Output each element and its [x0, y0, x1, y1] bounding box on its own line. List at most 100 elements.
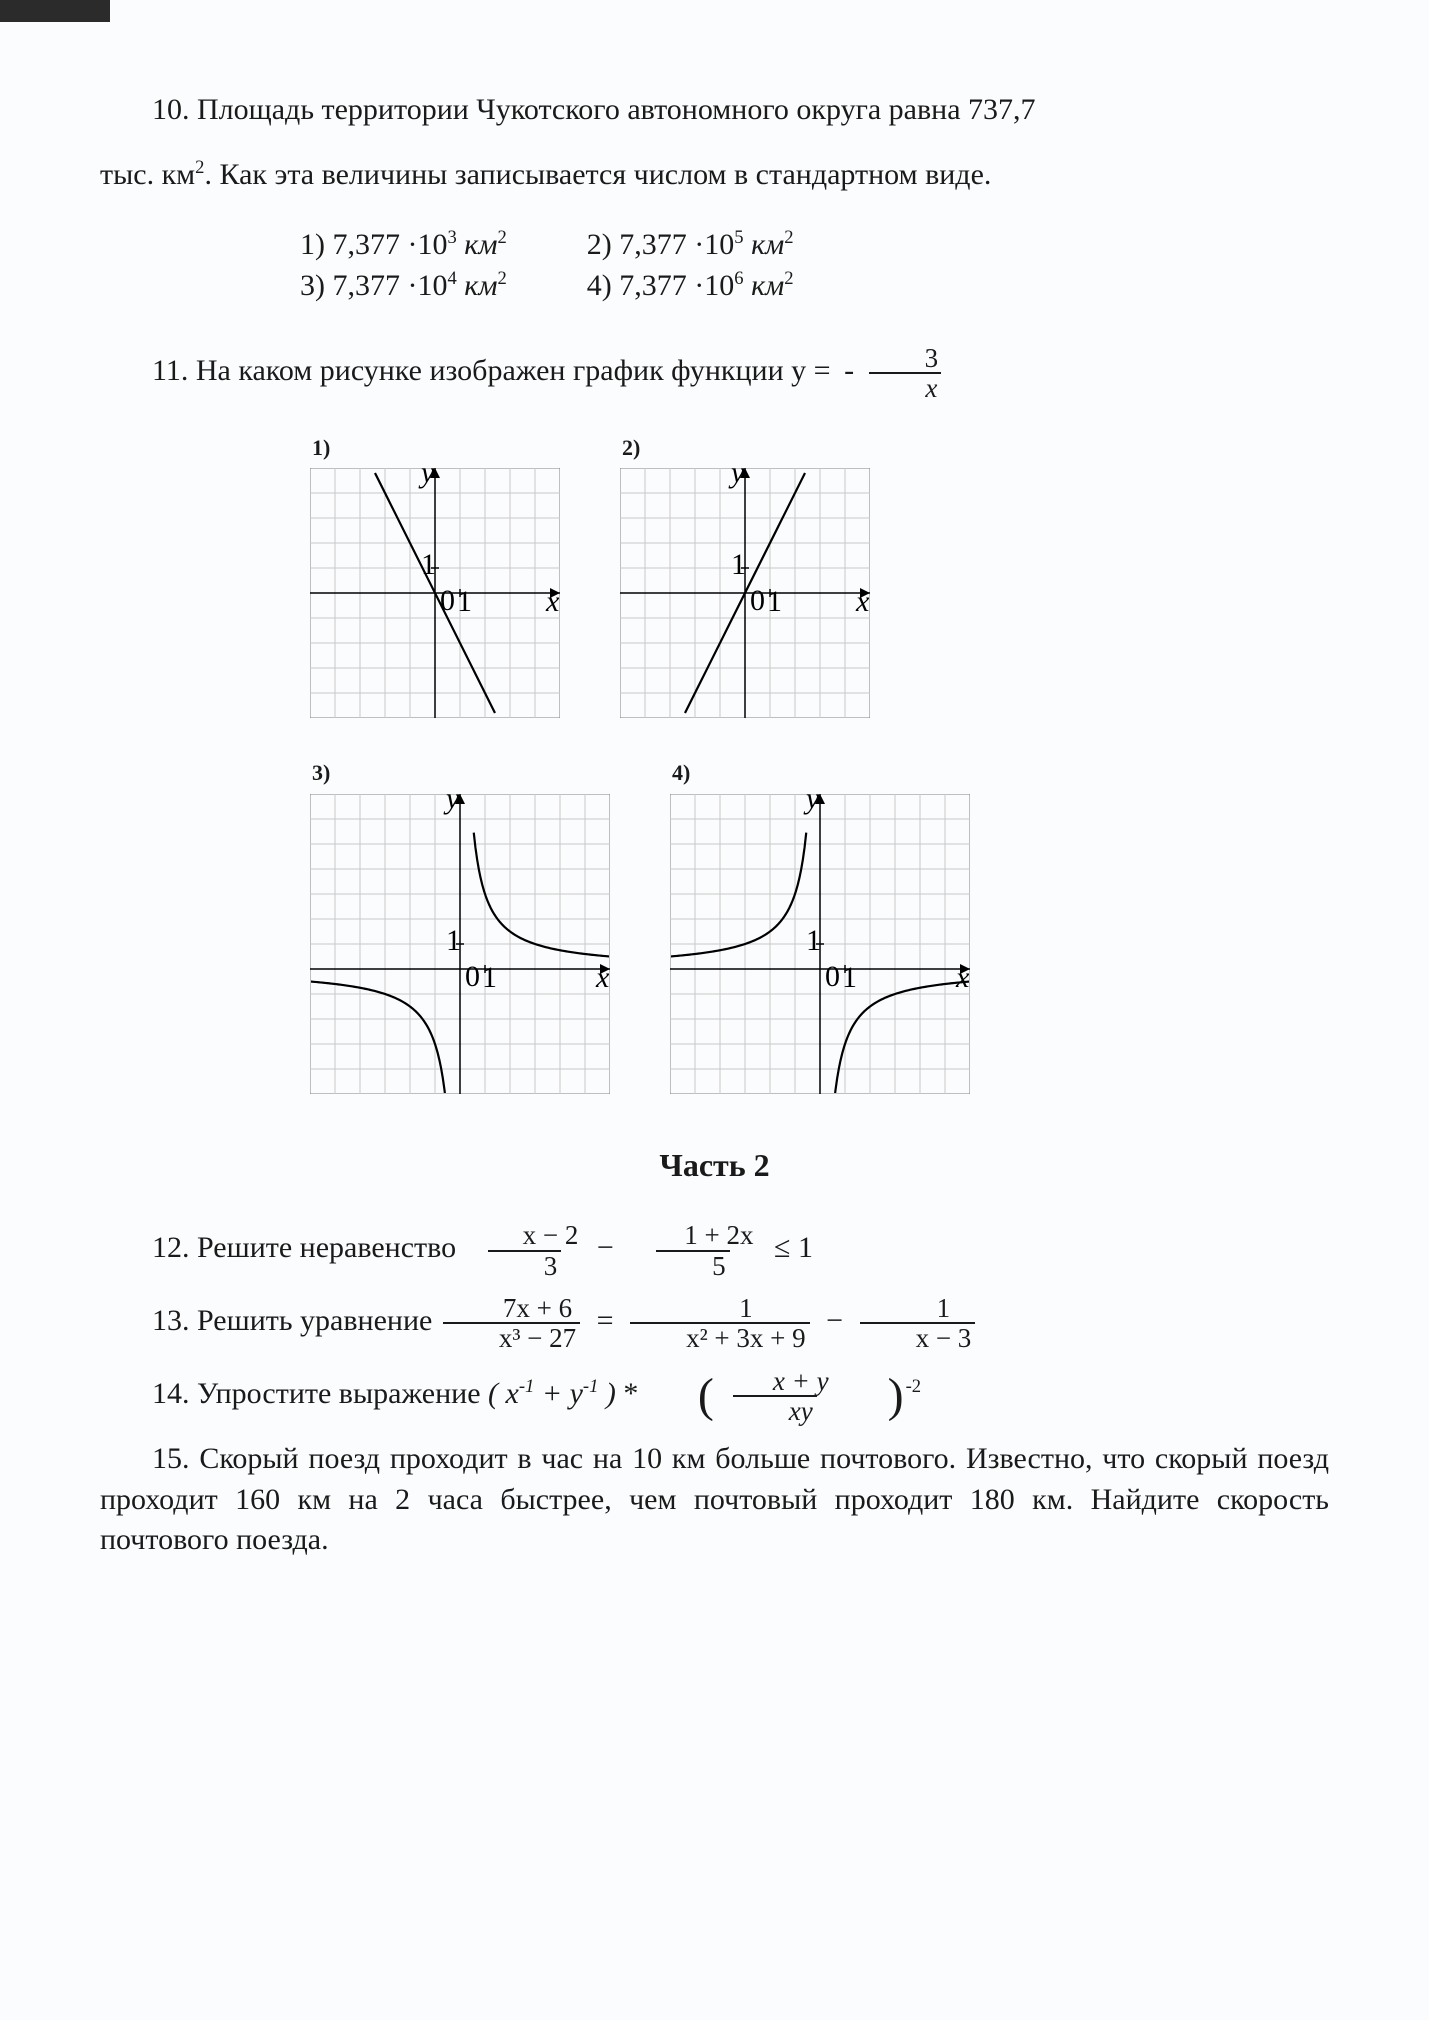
q14-factor: ( x-1 + y-1 ) — [488, 1377, 623, 1410]
q12-f1: x − 2 3 — [467, 1221, 583, 1280]
opt-unit: км — [751, 228, 784, 261]
opt-exp: 6 — [734, 268, 743, 289]
opt-mant: 7,377 — [333, 269, 401, 302]
opt-usup: 2 — [497, 268, 506, 289]
page-corner-tab — [0, 0, 110, 22]
opt-n: 1) — [300, 228, 325, 261]
q10-options-row2: 3) 7,377 ·104 км2 4) 7,377 ·106 км2 — [300, 266, 1329, 307]
q10-opt3: 3) 7,377 ·104 км2 — [300, 266, 507, 307]
opt-usup: 2 — [497, 227, 506, 248]
q13-fM: 1 x² + 3x + 9 — [630, 1294, 810, 1353]
svg-text:1: 1 — [421, 548, 436, 581]
opt-mant: 7,377 — [619, 269, 687, 302]
chart-4-svg: yx011 — [670, 794, 970, 1094]
opt-unit: км — [464, 269, 497, 302]
q14-text: Упростите выражение — [197, 1377, 481, 1410]
q13-text: Решить уравнение — [197, 1304, 432, 1337]
opt-exp: 5 — [734, 227, 743, 248]
opt-unit: км — [751, 269, 784, 302]
chart-2-svg: yx011 — [620, 468, 870, 718]
frac-den: 3 — [488, 1250, 562, 1280]
svg-text:0: 0 — [465, 960, 480, 993]
q10-opt1: 1) 7,377 ·103 км2 — [300, 225, 507, 266]
q13-fR: 1 x − 3 — [860, 1294, 976, 1353]
frac-den: x — [869, 372, 941, 402]
q10-opt2: 2) 7,377 ·105 км2 — [587, 225, 794, 266]
q13-eq: = — [597, 1304, 614, 1337]
frac-num: 1 — [881, 1294, 955, 1322]
q14-factor-a: ( x — [488, 1377, 519, 1410]
q10-text-b: тыс. км — [100, 158, 195, 191]
chart-label: 1) — [312, 433, 560, 463]
svg-text:1: 1 — [731, 548, 746, 581]
chart-1: 1) yx011 — [310, 433, 560, 719]
q14-outer-exp: -2 — [906, 1376, 922, 1397]
chart-2: 2) yx011 — [620, 433, 870, 719]
svg-text:x: x — [855, 585, 870, 618]
q10-number: 10. — [152, 93, 190, 126]
q14-star: * — [623, 1377, 638, 1410]
q10-line1: 10. Площадь территории Чукотского автоно… — [100, 90, 1329, 131]
opt-n: 2) — [587, 228, 612, 261]
paren-close: ) — [836, 1377, 904, 1415]
q14-factor-mid: + y — [534, 1377, 583, 1410]
q11-sign: - — [844, 354, 854, 387]
chart-label: 3) — [312, 758, 610, 788]
opt-usup: 2 — [784, 268, 793, 289]
frac-num: 1 — [683, 1294, 757, 1322]
q14-factor-close: ) — [598, 1377, 616, 1410]
q11-number: 11. — [152, 354, 188, 387]
opt-n: 3) — [300, 269, 325, 302]
frac-den: xy — [733, 1395, 817, 1425]
svg-text:x: x — [955, 961, 970, 994]
q15-number: 15. — [152, 1442, 190, 1475]
svg-text:0: 0 — [440, 584, 455, 617]
frac-num: 1 + 2x — [628, 1221, 757, 1249]
svg-text:y: y — [728, 468, 745, 489]
frac-num: x + y — [717, 1367, 833, 1395]
q12-tail: ≤ 1 — [774, 1231, 813, 1264]
opt-mant: 7,377 — [619, 228, 687, 261]
frac-den: x − 3 — [860, 1322, 976, 1352]
q12-text: Решите неравенство — [197, 1231, 456, 1264]
svg-text:0: 0 — [750, 584, 765, 617]
q13-line: 13. Решить уравнение 7x + 6 x³ − 27 = 1 … — [100, 1294, 1329, 1353]
q11-charts: 1) yx011 2) yx011 3) yx011 4) yx011 — [310, 433, 1329, 1094]
svg-text:0: 0 — [825, 960, 840, 993]
q10-line2: тыс. км2. Как эта величины записывается … — [100, 155, 1329, 196]
svg-text:y: y — [418, 468, 435, 489]
frac-den: x³ − 27 — [443, 1322, 580, 1352]
svg-text:y: y — [443, 794, 460, 815]
q14-line: 14. Упростите выражение ( x-1 + y-1 ) * … — [100, 1367, 1329, 1426]
chart-row-2: 3) yx011 4) yx011 — [310, 758, 1329, 1094]
opt-usup: 2 — [784, 227, 793, 248]
chart-4: 4) yx011 — [670, 758, 970, 1094]
frac-den: x² + 3x + 9 — [630, 1322, 810, 1352]
q10-opt4: 4) 7,377 ·106 км2 — [587, 266, 794, 307]
paren-open: ( — [646, 1377, 714, 1415]
chart-3: 3) yx011 — [310, 758, 610, 1094]
chart-label: 4) — [672, 758, 970, 788]
q12-f2: 1 + 2x 5 — [628, 1221, 757, 1280]
frac-num: 7x + 6 — [447, 1294, 576, 1322]
q13-number: 13. — [152, 1304, 190, 1337]
opt-unit: км — [464, 228, 497, 261]
q10-text-a: Площадь территории Чукотского автономног… — [197, 93, 1036, 126]
q10-text-c: . Как эта величины записывается числом в… — [204, 158, 991, 191]
q13-fL: 7x + 6 x³ − 27 — [443, 1294, 580, 1353]
frac-num: 3 — [869, 344, 943, 372]
q14-exp-b: -1 — [583, 1376, 599, 1397]
q11-text: На каком рисунке изображен график функци… — [196, 354, 831, 387]
opt-mant: 7,377 — [333, 228, 401, 261]
svg-text:x: x — [595, 961, 610, 994]
chart-1-svg: yx011 — [310, 468, 560, 718]
q10-options-row1: 1) 7,377 ·103 км2 2) 7,377 ·105 км2 — [300, 225, 1329, 266]
svg-text:y: y — [803, 794, 820, 815]
opt-exp: 4 — [448, 268, 457, 289]
frac-den: 5 — [656, 1250, 730, 1280]
svg-text:1: 1 — [446, 924, 461, 957]
chart-3-svg: yx011 — [310, 794, 610, 1094]
q12-minus: − — [597, 1231, 614, 1264]
q14-exp-a: -1 — [519, 1376, 535, 1397]
page: 10. Площадь территории Чукотского автоно… — [0, 0, 1429, 2020]
